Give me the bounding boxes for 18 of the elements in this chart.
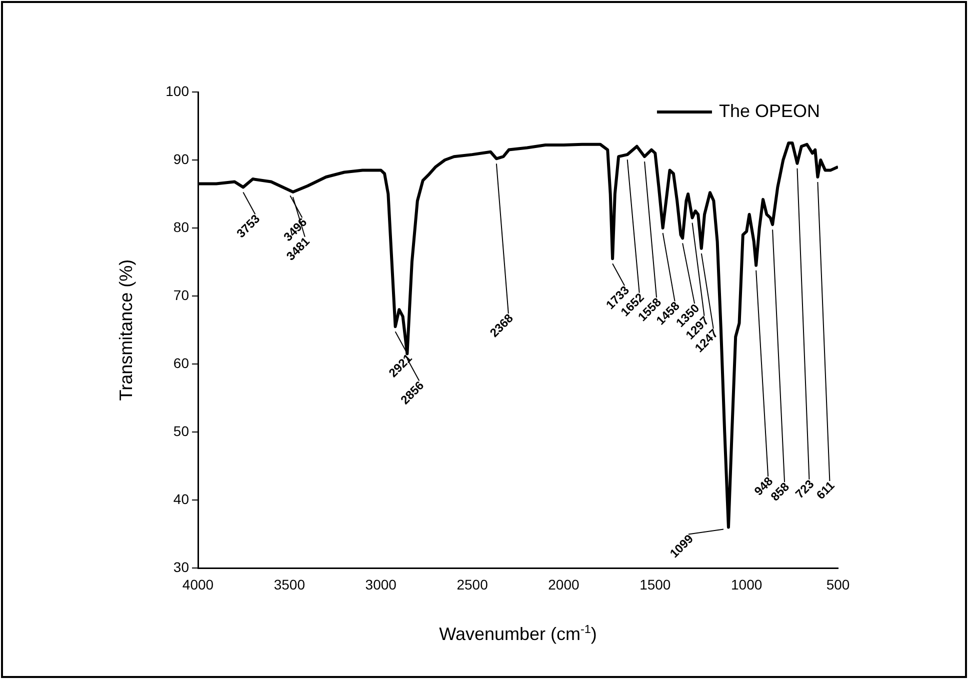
x-tick-label: 2000 bbox=[548, 576, 580, 592]
y-tick-label: 40 bbox=[173, 490, 190, 507]
y-tick-label: 100 bbox=[166, 82, 190, 99]
x-tick-label: 4000 bbox=[182, 576, 214, 592]
x-tick-label: 500 bbox=[826, 576, 850, 592]
legend-label: The OPEON bbox=[718, 100, 820, 121]
x-tick-label: 1000 bbox=[730, 576, 762, 592]
y-tick-label: 90 bbox=[173, 150, 190, 167]
x-tick-label: 1500 bbox=[640, 576, 671, 592]
y-tick-label: 80 bbox=[173, 218, 190, 235]
y-tick-label: 70 bbox=[173, 286, 190, 303]
x-tick-label: 3500 bbox=[274, 576, 306, 592]
y-tick-label: 50 bbox=[173, 422, 190, 439]
x-tick-label: 3000 bbox=[365, 576, 397, 592]
x-tick-label: 2500 bbox=[456, 576, 488, 592]
y-tick-label: 60 bbox=[173, 354, 190, 371]
y-tick-label: 30 bbox=[173, 558, 190, 575]
y-axis-title: Transmitance (%) bbox=[116, 259, 136, 401]
